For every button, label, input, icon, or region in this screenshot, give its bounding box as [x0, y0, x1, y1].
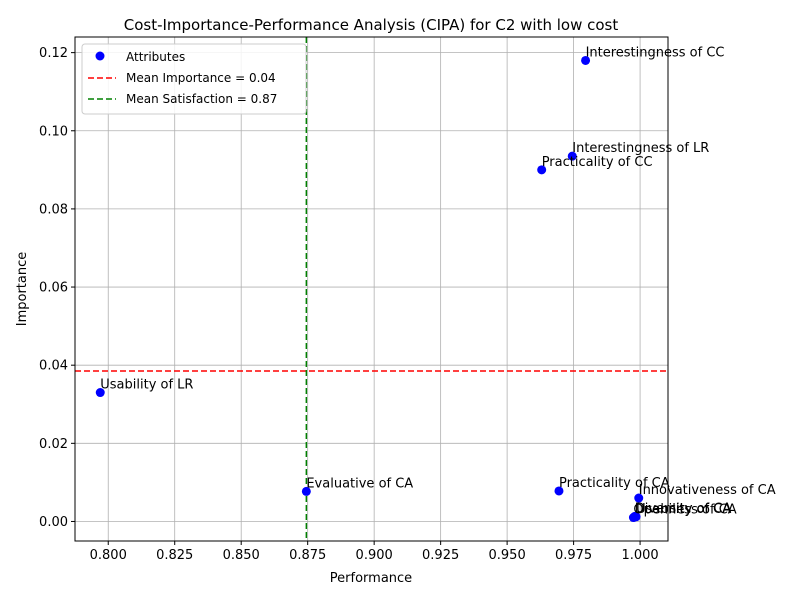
point-label: Usability of CA [636, 502, 731, 517]
legend-label-mean-importance: Mean Importance = 0.04 [126, 71, 276, 85]
point-label: Diversity of CA [635, 501, 732, 516]
y-tick-label: 0.10 [39, 124, 68, 139]
data-point [628, 513, 638, 523]
x-tick-label: 0.825 [156, 548, 193, 563]
data-point [567, 151, 577, 161]
y-tick-label: 0.04 [39, 359, 68, 374]
legend-label-attributes: Attributes [126, 50, 185, 64]
data-point [95, 388, 105, 398]
data-point [301, 486, 311, 496]
chart-title: Cost-Importance-Performance Analysis (CI… [124, 16, 619, 34]
x-axis-ticks: 0.800 0.825 0.850 0.875 0.900 0.925 0.950 0.975… [90, 541, 659, 563]
data-point [581, 55, 591, 65]
x-tick-label: 0.800 [90, 548, 127, 563]
x-tick-label: 0.900 [356, 548, 393, 563]
point-labels: Interestingness of CC Interestingness of … [100, 45, 775, 517]
y-tick-label: 0.06 [39, 281, 68, 296]
point-label: Evaluative of CA [306, 476, 413, 491]
x-tick-label: 0.950 [489, 548, 526, 563]
x-axis-label: Performance [330, 571, 412, 586]
legend-marker-attributes [95, 51, 105, 61]
reference-lines [75, 37, 668, 541]
legend: Attributes Mean Importance = 0.04 Mean S… [81, 43, 307, 115]
point-label: Openness of CA [633, 503, 736, 518]
grid [75, 37, 668, 541]
data-point [537, 165, 547, 175]
y-axis-label: Importance [15, 252, 30, 327]
y-tick-label: 0.08 [39, 202, 68, 217]
x-tick-label: 0.925 [422, 548, 459, 563]
point-label: Usability of LR [100, 378, 193, 393]
y-tick-label: 0.00 [39, 515, 68, 530]
point-label: Practicality of CC [542, 155, 653, 170]
y-tick-label: 0.12 [39, 46, 68, 61]
legend-box [81, 43, 307, 115]
x-tick-label: 0.875 [289, 548, 326, 563]
plot-frame [74, 36, 669, 542]
data-point [634, 493, 644, 503]
legend-label-mean-satisfaction: Mean Satisfaction = 0.87 [126, 92, 277, 106]
data-point [554, 486, 564, 496]
y-tick-label: 0.02 [39, 437, 68, 452]
point-label: Interestingness of LR [572, 141, 709, 156]
x-tick-label: 0.975 [555, 548, 592, 563]
y-axis-ticks: 0.00 0.02 0.04 0.06 0.08 0.10 0.12 [39, 46, 75, 530]
x-tick-label: 1.000 [621, 548, 658, 563]
data-points [95, 55, 644, 523]
point-label: Innovativeness of CA [639, 483, 776, 498]
point-label: Practicality of CA [559, 476, 670, 491]
point-label: Interestingness of CC [586, 45, 725, 60]
x-tick-label: 0.850 [223, 548, 260, 563]
